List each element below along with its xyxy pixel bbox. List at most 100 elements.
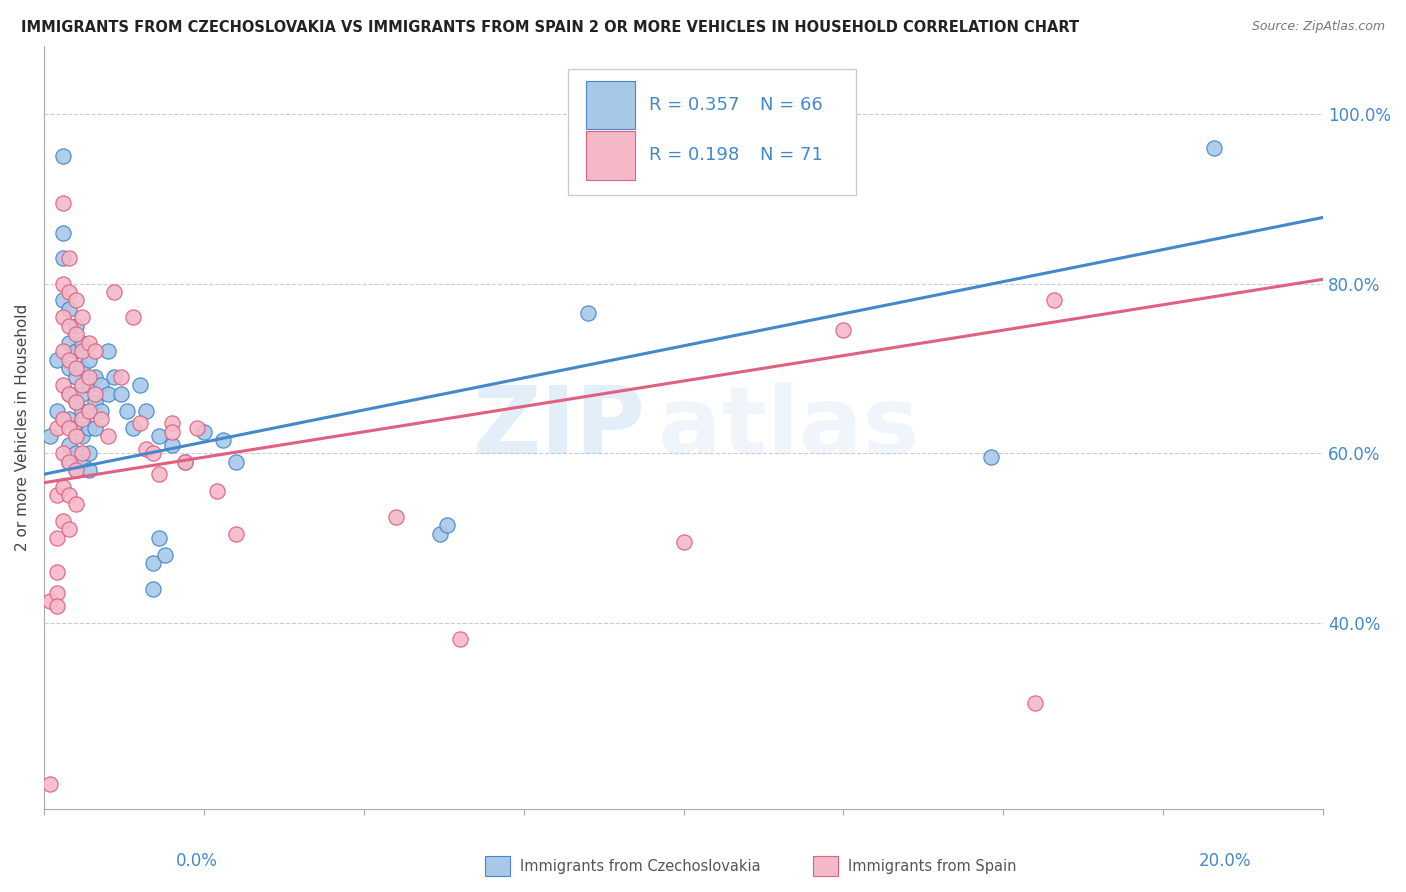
Point (160, 417, 183, 431)
Text: R = 0.198: R = 0.198 (650, 146, 740, 164)
Point (58, 361, 80, 376)
Point (52, 277, 75, 291)
Point (58, 301, 80, 316)
Point (72, 386, 94, 401)
Point (77, 369, 100, 384)
Point (52, 378, 75, 392)
Point (122, 310, 145, 325)
Point (212, 434, 235, 448)
Point (72, 429, 94, 443)
Point (65, 293, 87, 308)
Point (84, 344, 107, 359)
Point (72, 310, 94, 325)
Point (65, 497, 87, 511)
Point (90, 403, 112, 417)
Point (45, 420, 67, 434)
Point (160, 437, 183, 451)
Point (58, 386, 80, 401)
Text: N = 66: N = 66 (761, 96, 823, 114)
Text: ZIP: ZIP (472, 382, 645, 474)
Point (65, 369, 87, 384)
Point (72, 335, 94, 350)
Point (65, 395, 87, 409)
Point (142, 582, 165, 596)
Text: N = 71: N = 71 (761, 146, 823, 164)
Point (225, 526, 247, 541)
Point (52, 293, 75, 308)
Point (186, 420, 208, 434)
Point (52, 251, 75, 265)
Point (77, 352, 100, 367)
Point (58, 318, 80, 333)
Point (39, 429, 62, 443)
Point (45, 599, 67, 613)
Point (97, 344, 120, 359)
Point (122, 420, 145, 434)
Point (97, 386, 120, 401)
Text: IMMIGRANTS FROM CZECHOSLOVAKIA VS IMMIGRANTS FROM SPAIN 2 OR MORE VEHICLES IN HO: IMMIGRANTS FROM CZECHOSLOVAKIA VS IMMIGR… (21, 20, 1080, 35)
Point (58, 437, 80, 451)
FancyBboxPatch shape (586, 80, 636, 129)
Point (205, 484, 228, 499)
Point (45, 403, 67, 417)
Point (39, 776, 62, 790)
Point (45, 565, 67, 579)
Point (84, 386, 107, 401)
Point (72, 378, 94, 392)
Point (135, 403, 157, 417)
Text: R = 0.357: R = 0.357 (650, 96, 740, 114)
Point (52, 149, 75, 163)
Point (173, 454, 195, 468)
Point (77, 463, 100, 477)
Point (45, 531, 67, 545)
FancyBboxPatch shape (568, 69, 856, 195)
Y-axis label: 2 or more Vehicles in Household: 2 or more Vehicles in Household (15, 304, 30, 551)
Text: 0.0%: 0.0% (176, 852, 218, 870)
Point (225, 454, 247, 468)
Point (58, 386, 80, 401)
Point (77, 403, 100, 417)
Text: Immigrants from Spain: Immigrants from Spain (848, 859, 1017, 873)
Point (384, 509, 406, 524)
Point (1024, 696, 1046, 710)
Point (72, 344, 94, 359)
Point (160, 425, 183, 439)
Point (672, 535, 695, 549)
Point (436, 518, 458, 533)
Point (148, 531, 170, 545)
Point (77, 335, 100, 350)
Point (72, 412, 94, 426)
Point (103, 285, 125, 299)
Point (65, 420, 87, 434)
Point (77, 378, 100, 392)
Point (65, 344, 87, 359)
Point (58, 251, 80, 265)
Point (429, 526, 451, 541)
Point (65, 395, 87, 409)
Point (58, 285, 80, 299)
Point (52, 196, 75, 211)
Point (65, 318, 87, 333)
Point (110, 369, 132, 384)
Point (58, 420, 80, 434)
Text: 20.0%: 20.0% (1199, 852, 1251, 870)
Point (58, 335, 80, 350)
Point (97, 429, 120, 443)
Point (65, 463, 87, 477)
Point (173, 454, 195, 468)
Point (52, 310, 75, 325)
Point (58, 488, 80, 502)
Point (52, 480, 75, 494)
Point (110, 386, 132, 401)
Text: Immigrants from Czechoslovakia: Immigrants from Czechoslovakia (520, 859, 761, 873)
Point (72, 454, 94, 468)
Point (84, 369, 107, 384)
Point (72, 446, 94, 460)
Point (128, 417, 150, 431)
Point (65, 361, 87, 376)
Point (193, 425, 215, 439)
Point (1043, 293, 1066, 308)
Point (77, 420, 100, 434)
Point (52, 344, 75, 359)
Point (77, 403, 100, 417)
